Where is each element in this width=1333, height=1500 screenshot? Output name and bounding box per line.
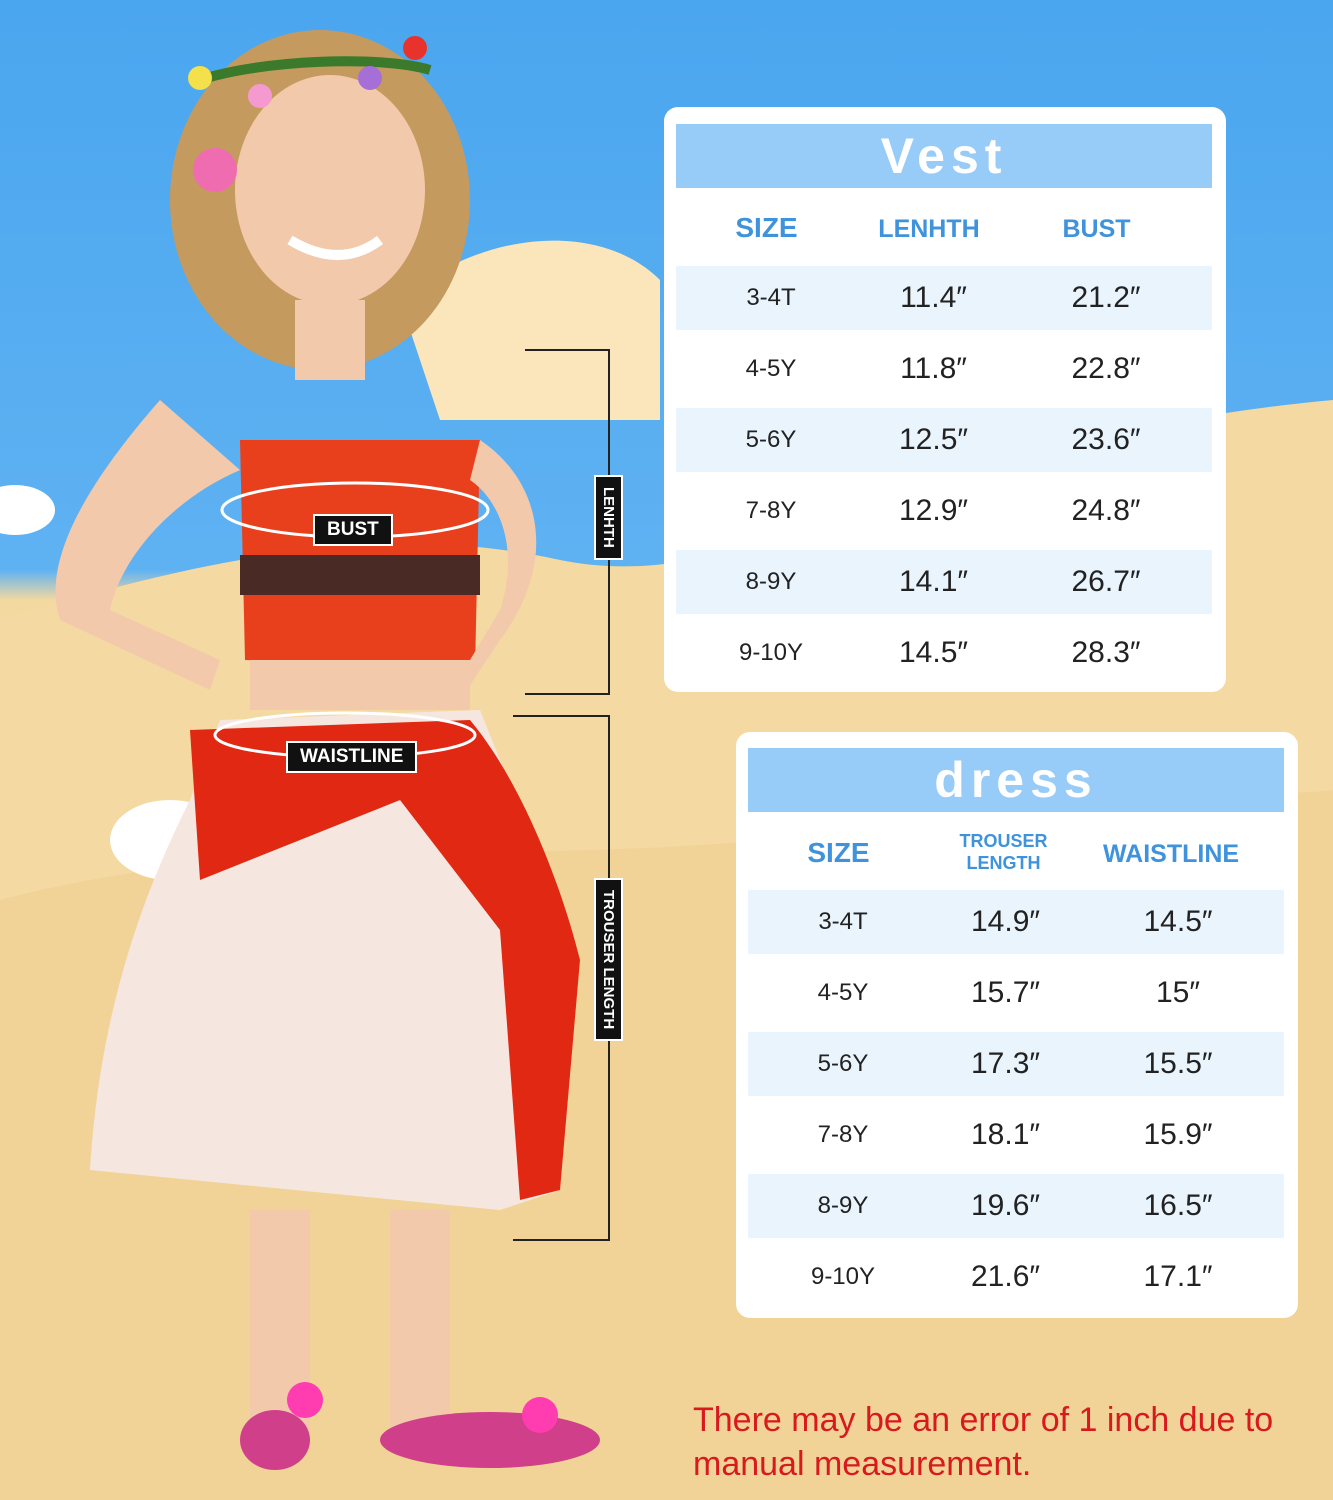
measure-cell: 12.9″ xyxy=(898,494,968,527)
table-row: 4-5Y 11.8″ 22.8″ xyxy=(676,337,1212,401)
measure-cell: 17.3″ xyxy=(970,1047,1040,1080)
size-cell: 9-10Y xyxy=(738,639,804,666)
measure-cell: 17.1″ xyxy=(1143,1260,1213,1293)
measure-cell: 15.9″ xyxy=(1143,1118,1213,1151)
measure-cell: 18.1″ xyxy=(970,1118,1040,1151)
measurement-note: There may be an error of 1 inch due to m… xyxy=(693,1401,1274,1483)
size-cell: 9-10Y xyxy=(810,1263,876,1290)
measure-cell: 15.7″ xyxy=(970,976,1040,1009)
table-row: 7-8Y 12.9″ 24.8″ xyxy=(676,479,1212,543)
vest-header-size: SIZE xyxy=(735,212,798,243)
measure-cell: 21.6″ xyxy=(970,1260,1040,1293)
table-row: 9-10Y 21.6″ 17.1″ xyxy=(748,1245,1284,1309)
measure-cell: 19.6″ xyxy=(970,1189,1040,1222)
vest-header-length: LENHTH xyxy=(878,215,980,243)
dress-header-waistline: WAISTLINE xyxy=(1102,840,1240,868)
measure-cell: 26.7″ xyxy=(1071,565,1141,598)
measure-cell: 11.8″ xyxy=(900,352,967,385)
dress-header-size: SIZE xyxy=(807,837,870,868)
length-label: LENHTH xyxy=(594,475,623,560)
size-cell: 4-5Y xyxy=(745,355,797,382)
dress-title: dress xyxy=(748,748,1284,812)
measure-cell: 21.2″ xyxy=(1071,281,1141,314)
measure-cell: 14.5″ xyxy=(898,636,968,669)
trouser-length-label: TROUSER LENGTH xyxy=(594,878,623,1042)
table-row: 5-6Y 12.5″ 23.6″ xyxy=(676,408,1212,472)
table-row: 4-5Y 15.7″ 15″ xyxy=(748,961,1284,1025)
size-cell: 7-8Y xyxy=(745,497,797,524)
measure-cell: 14.1″ xyxy=(898,565,968,598)
table-row: 9-10Y 14.5″ 28.3″ xyxy=(676,621,1212,685)
vest-title: Vest xyxy=(676,124,1212,188)
dress-size-table: dress SIZE TROUSER LENGTH WAISTLINE 3-4T… xyxy=(736,732,1298,1318)
measure-cell: 28.3″ xyxy=(1071,636,1141,669)
measure-cell: 23.6″ xyxy=(1071,423,1141,456)
table-row: 3-4T 14.9″ 14.5″ xyxy=(748,890,1284,954)
table-row: 5-6Y 17.3″ 15.5″ xyxy=(748,1032,1284,1096)
waistline-label: WAISTLINE xyxy=(286,741,418,773)
vest-size-table: Vest SIZE LENHTH BUST 3-4T 11.4″ 21.2″ 4-5Y… xyxy=(664,107,1226,692)
bust-label: BUST xyxy=(313,514,393,546)
measure-cell: 22.8″ xyxy=(1071,352,1141,385)
size-cell: 7-8Y xyxy=(817,1121,869,1148)
table-row: 7-8Y 18.1″ 15.9″ xyxy=(748,1103,1284,1167)
table-row: 8-9Y 14.1″ 26.7″ xyxy=(676,550,1212,614)
measure-cell: 12.5″ xyxy=(898,423,968,456)
size-cell: 5-6Y xyxy=(817,1050,869,1077)
dress-header-trouser-length: TROUSER LENGTH xyxy=(959,831,1048,873)
table-row: 3-4T 11.4″ 21.2″ xyxy=(676,266,1212,330)
measure-cell: 15.5″ xyxy=(1143,1047,1213,1080)
measure-cell: 24.8″ xyxy=(1071,494,1141,527)
girl-photo xyxy=(55,30,600,1470)
measure-cell: 14.9″ xyxy=(970,905,1040,938)
size-cell: 3-4T xyxy=(746,284,796,311)
vest-header-bust: BUST xyxy=(1062,215,1131,243)
measure-cell: 11.4″ xyxy=(900,281,967,314)
size-cell: 8-9Y xyxy=(745,568,797,595)
size-cell: 5-6Y xyxy=(745,426,797,453)
measure-cell: 15″ xyxy=(1156,976,1200,1009)
size-cell: 4-5Y xyxy=(817,979,869,1006)
measure-cell: 16.5″ xyxy=(1143,1189,1213,1222)
size-cell: 3-4T xyxy=(818,908,868,935)
table-row: 8-9Y 19.6″ 16.5″ xyxy=(748,1174,1284,1238)
measure-cell: 14.5″ xyxy=(1143,905,1213,938)
size-cell: 8-9Y xyxy=(817,1192,869,1219)
